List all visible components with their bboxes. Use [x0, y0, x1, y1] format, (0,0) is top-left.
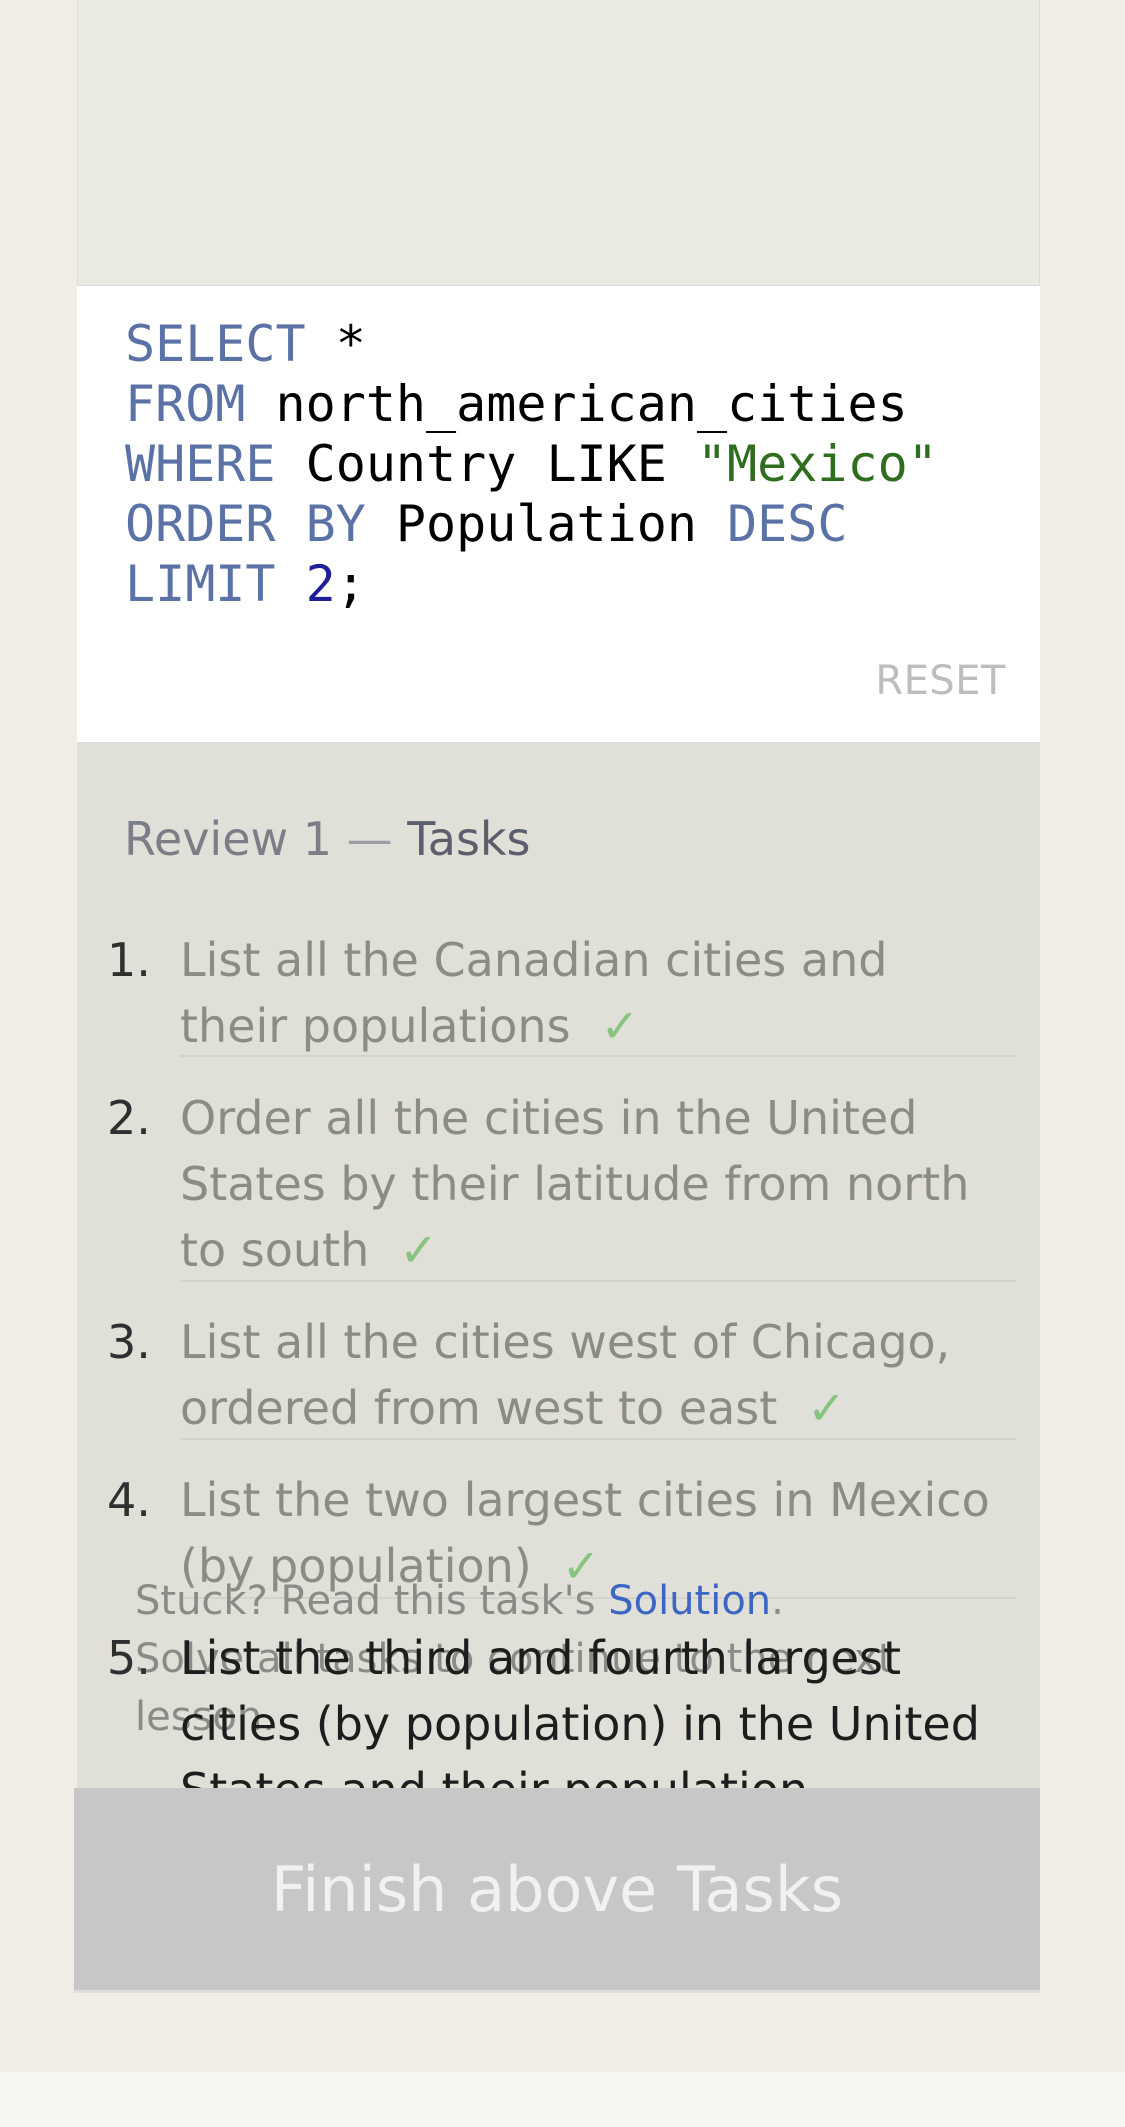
task-divider: [180, 1055, 1016, 1057]
sql-string: "Mexico": [696, 435, 938, 493]
task-divider: [180, 1438, 1016, 1440]
title-dash: —: [346, 812, 393, 866]
sql-text: *: [305, 315, 366, 373]
checkmark-icon: ✓: [807, 1381, 846, 1435]
checkmark-icon: ✓: [600, 999, 640, 1053]
sql-keyword: ORDER BY: [125, 495, 366, 553]
sql-text: ;: [335, 555, 366, 613]
task-text: List all the Canadian cities and their p…: [180, 933, 888, 1053]
reset-button[interactable]: RESET: [875, 658, 1006, 704]
lesson-name: Review 1: [124, 812, 333, 866]
task-text: Order all the cities in the United State…: [180, 1091, 970, 1277]
sql-text: Population: [365, 495, 728, 553]
task-number: 3.: [107, 1315, 151, 1369]
sql-keyword: SELECT: [125, 315, 306, 373]
continue-hint: Solve all tasks to continue to the next …: [135, 1636, 894, 1740]
page-footer-strip: [0, 2072, 1125, 2127]
finish-tasks-button[interactable]: Finish above Tasks: [74, 1788, 1040, 1993]
task-number: 1.: [107, 933, 151, 987]
sql-text: Country LIKE: [275, 435, 697, 493]
checkmark-icon: ✓: [561, 1539, 601, 1593]
sql-keyword: FROM: [125, 375, 246, 433]
hint-text: Stuck? Read this task's Solution. Solve …: [135, 1578, 894, 1740]
sql-keyword: DESC: [727, 495, 848, 553]
task-divider: [180, 1280, 1016, 1282]
tasks-label: Tasks: [407, 812, 531, 866]
sql-text: [276, 555, 306, 613]
task-divider: [180, 1597, 1016, 1599]
task-text: List all the cities west of Chicago, ord…: [180, 1315, 951, 1435]
checkmark-icon: ✓: [399, 1223, 438, 1277]
task-number: 2.: [107, 1091, 151, 1145]
task-number: 4.: [107, 1473, 151, 1527]
sql-keyword: WHERE: [125, 435, 276, 493]
task-text: List the two largest cities in Mexico (b…: [180, 1473, 990, 1593]
sql-code[interactable]: SELECT * FROM north_american_cities WHER…: [125, 314, 938, 614]
solution-link[interactable]: Solution: [608, 1578, 772, 1624]
task-number: 5.: [107, 1631, 151, 1685]
sql-editor[interactable]: SELECT * FROM north_american_cities WHER…: [77, 286, 1040, 742]
sql-number: 2: [305, 555, 336, 613]
tasks-title: Review 1 — Tasks: [124, 812, 531, 866]
sql-keyword: LIMIT: [125, 555, 276, 613]
sql-text: north_american_cities: [245, 375, 908, 433]
query-results-area: [77, 0, 1040, 286]
task-text: List the third and fourth largest cities…: [180, 1631, 980, 1788]
tasks-panel: Review 1 — Tasks 1. List all the Canadia…: [77, 742, 1040, 1788]
